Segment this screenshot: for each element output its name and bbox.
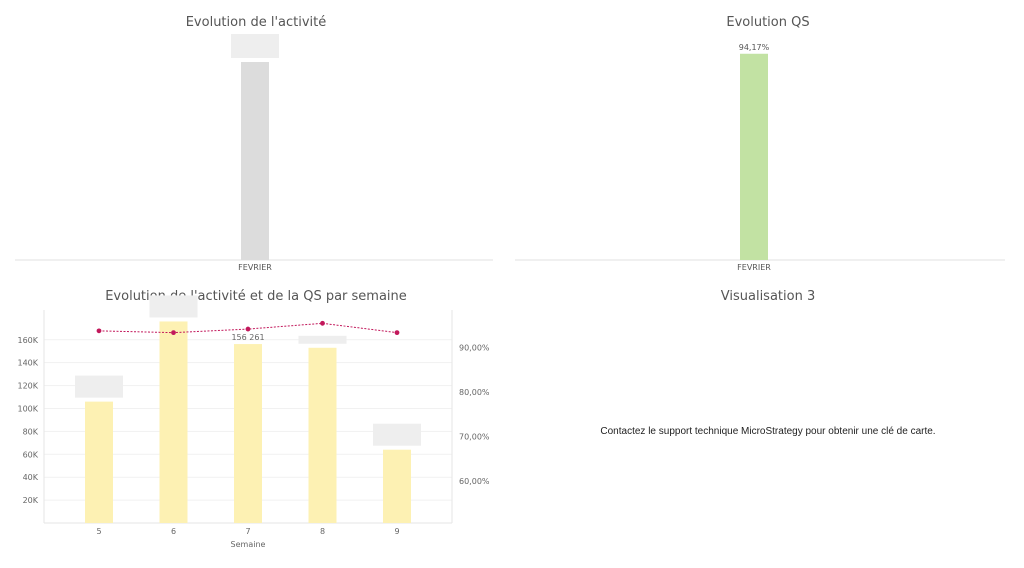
y-right-tick-label: 80,00% (459, 388, 490, 397)
qs-line-point (171, 330, 176, 336)
qs-line-point (394, 330, 400, 336)
data-label-box (298, 335, 347, 344)
viz3-panel: Visualisation 3 Contactez le support tec… (512, 280, 1024, 568)
viz3-title: Visualisation 3 (720, 289, 816, 304)
weekly-panel: Evolution de l'activité et de la QS par … (0, 280, 512, 568)
data-label-box (149, 295, 198, 318)
y-left-tick-label: 60K (23, 450, 39, 459)
qs-line (98, 322, 398, 334)
y-left-tick-label: 100K (17, 404, 38, 413)
bar (308, 347, 337, 523)
y-left-tick-label: 40K (23, 473, 39, 482)
bar (241, 62, 269, 260)
activity-title: Evolution de l'activité (185, 15, 327, 30)
qs-line-point (320, 320, 325, 326)
x-tick-label: FEVRIER (737, 263, 771, 272)
y-left-tick-label: 140K (17, 359, 38, 368)
qs-line-point (96, 328, 102, 334)
data-label: 94,17% (739, 43, 770, 52)
y-left-tick-label: 160K (17, 336, 38, 345)
data-label-box (231, 34, 279, 58)
y-right-tick-label: 60,00% (459, 477, 490, 486)
y-right-tick-label: 70,00% (459, 432, 490, 441)
weekly-chart: 20K 40K 60K 80K 100K 120K 140K 160K 60,00% 70,00%… (17, 295, 490, 549)
x-tick-label: 6 (171, 527, 176, 536)
x-tick-label: 8 (320, 527, 325, 536)
x-axis-title: Semaine (231, 540, 266, 549)
y-left-tick-label: 20K (23, 496, 39, 505)
data-label-box (373, 423, 421, 446)
bar (159, 321, 188, 523)
x-tick-label: 9 (394, 527, 399, 536)
bar (383, 449, 411, 523)
y-left-tick-label: 80K (23, 427, 39, 436)
bar (85, 401, 113, 523)
bar (234, 344, 262, 523)
qs-title: Evolution QS (726, 15, 810, 30)
map-key-message: Contactez le support technique MicroStra… (600, 426, 936, 437)
bar-data-label: 156 261 (231, 333, 264, 342)
qs-panel: Evolution QS 94,17% FEVRIER (512, 0, 1024, 280)
data-label-box (75, 375, 123, 398)
activity-chart: FEVRIER (15, 34, 493, 272)
x-tick-label: 7 (245, 527, 250, 536)
x-tick-label: 5 (96, 527, 101, 536)
x-tick-label: FEVRIER (238, 263, 272, 272)
activity-panel: Evolution de l'activité FEVRIER (0, 0, 512, 280)
qs-chart: 94,17% FEVRIER (515, 43, 1005, 272)
qs-line-point (245, 326, 251, 332)
bar (740, 53, 768, 260)
y-left-tick-label: 120K (17, 382, 38, 391)
y-right-tick-label: 90,00% (459, 344, 490, 353)
